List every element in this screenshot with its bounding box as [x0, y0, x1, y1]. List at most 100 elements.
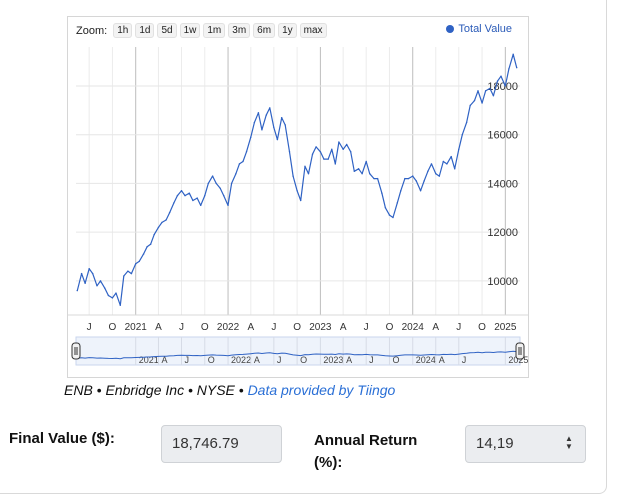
card-frame [0, 0, 607, 494]
data-point [327, 158, 329, 160]
data-point [415, 180, 417, 182]
data-point [508, 68, 510, 70]
navigator-tick-label: J [184, 355, 189, 365]
zoom-1y-button[interactable]: 1y [278, 23, 297, 38]
data-point [204, 194, 206, 197]
data-point [250, 136, 252, 138]
x-tick-label: 2021 [125, 322, 148, 333]
data-point [196, 197, 198, 199]
navigator-tick-label: A [161, 355, 167, 365]
data-point [223, 194, 225, 197]
data-point [492, 95, 495, 97]
data-point [180, 190, 183, 192]
data-point [450, 155, 452, 158]
zoom-5d-button[interactable]: 5d [157, 23, 177, 38]
data-point [253, 121, 256, 124]
data-point [458, 148, 460, 151]
data-point [516, 67, 518, 69]
navigator-selection [75, 336, 521, 366]
data-point [176, 194, 179, 197]
tiingo-link[interactable]: Data provided by Tiingo [247, 382, 396, 398]
data-point [423, 180, 425, 182]
data-point [384, 207, 387, 209]
data-point [365, 160, 367, 163]
zoom-controls: Zoom: 1h 1d 5d 1w 1m 3m 6m 1y max [76, 23, 327, 38]
x-tick-label: A [155, 322, 162, 333]
x-tick-label: 2023 [309, 322, 332, 333]
navigator-tick-label: A [439, 355, 445, 365]
navigator-left-handle[interactable] [71, 342, 81, 360]
zoom-max-button[interactable]: max [299, 23, 327, 38]
data-point [288, 151, 291, 153]
x-tick-label: J [87, 322, 92, 333]
data-point [500, 75, 502, 77]
navigator-tick-label: 2024 [416, 355, 436, 365]
x-tick-label: J [271, 322, 276, 333]
data-point [473, 99, 476, 102]
data-point [357, 168, 360, 170]
data-point [512, 53, 514, 56]
x-tick-label: A [247, 322, 254, 333]
data-point [230, 182, 233, 185]
x-tick-label: 2022 [217, 322, 240, 333]
data-source: ENB • Enbridge Inc • NYSE • Data provide… [64, 382, 395, 398]
data-point [304, 165, 306, 168]
data-point [211, 175, 214, 177]
data-point [173, 202, 175, 204]
navigator-tick-label: A [254, 355, 260, 365]
data-point [219, 187, 221, 190]
data-point [299, 199, 302, 202]
x-tick-label: O [201, 322, 209, 333]
data-point [496, 80, 499, 82]
zoom-1h-button[interactable]: 1h [113, 23, 133, 38]
final-value-label: Final Value ($): [9, 430, 115, 447]
zoom-1w-button[interactable]: 1w [179, 23, 201, 38]
zoom-6m-button[interactable]: 6m [253, 23, 276, 38]
data-point [80, 272, 83, 275]
data-point [353, 170, 355, 172]
navigator-tick-label: O [300, 355, 307, 365]
y-tick-label: 10000 [487, 276, 518, 288]
data-point [311, 153, 314, 155]
navigator-tick-label: 2023 [323, 355, 343, 365]
x-tick-label: J [364, 322, 369, 333]
data-point [235, 172, 237, 175]
x-tick-label: O [109, 322, 117, 333]
data-point [84, 282, 86, 285]
data-point [361, 172, 363, 175]
data-point [481, 102, 483, 104]
data-point [319, 151, 322, 153]
data-point [369, 172, 371, 175]
data-point [227, 204, 229, 207]
legend-item-total-value[interactable]: Total Value [446, 23, 512, 35]
legend-label: Total Value [458, 23, 512, 35]
data-point [161, 221, 163, 224]
data-point [149, 243, 152, 246]
data-point [430, 163, 433, 165]
annual-return-input[interactable]: 14,19 ▲ ▼ [465, 425, 586, 463]
zoom-1d-button[interactable]: 1d [135, 23, 155, 38]
zoom-3m-button[interactable]: 3m [228, 23, 251, 38]
data-point [207, 182, 210, 185]
x-tick-label: O [386, 322, 394, 333]
data-point [107, 294, 110, 297]
zoom-1m-button[interactable]: 1m [203, 23, 226, 38]
x-tick-label: A [340, 322, 347, 333]
stepper-icon[interactable]: ▲ ▼ [565, 434, 573, 451]
x-tick-label: J [179, 322, 184, 333]
data-point [454, 168, 456, 170]
data-point [438, 175, 440, 177]
data-point [269, 107, 271, 109]
navigator-tick-label: J [462, 355, 467, 365]
zoom-label: Zoom: [76, 24, 108, 37]
x-tick-label: O [293, 322, 301, 333]
navigator-right-handle[interactable] [515, 342, 525, 360]
data-point [489, 87, 491, 90]
data-point [265, 114, 267, 116]
data-point [334, 163, 337, 165]
data-point [477, 90, 479, 92]
navigator-tick-label: O [392, 355, 399, 365]
y-tick-label: 14000 [487, 178, 518, 190]
x-tick-label: J [456, 322, 461, 333]
